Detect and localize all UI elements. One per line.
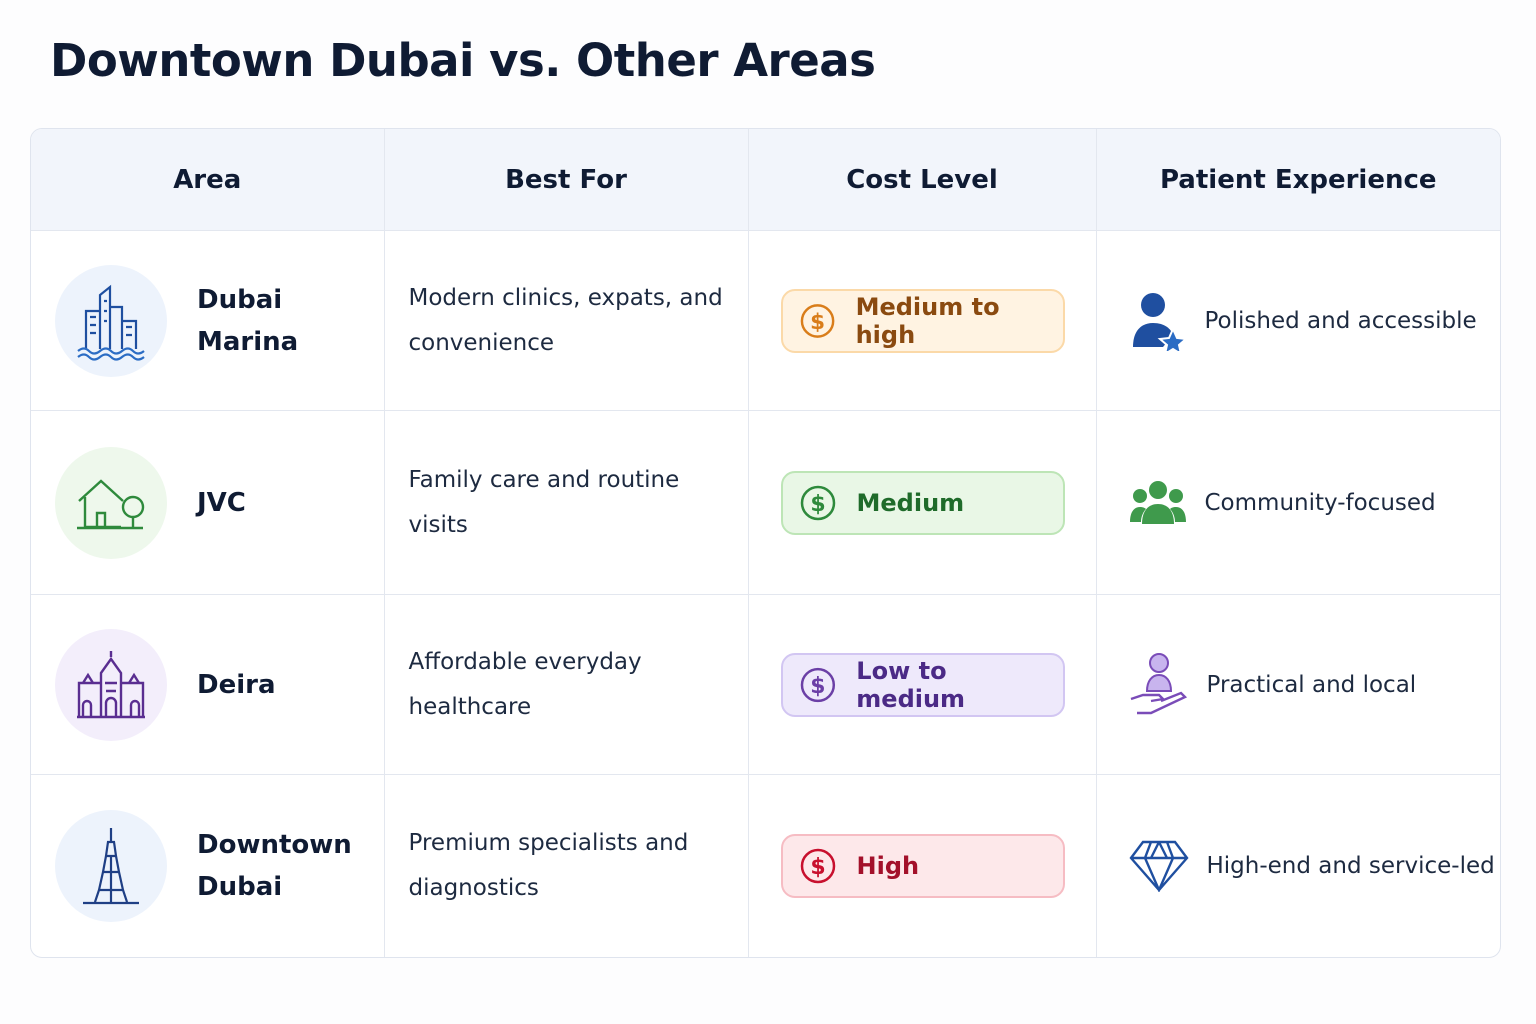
area-name: Dubai Marina (197, 284, 299, 357)
area-name: Downtown Dubai (197, 830, 352, 903)
area-cell: JVC (31, 410, 385, 595)
table: Area Best For Cost Level Patient Experie… (31, 129, 1500, 957)
page-title: Downtown Dubai vs. Other Areas (50, 34, 876, 87)
best-for: Modern clinics, expats, and convenience (383, 230, 749, 411)
table-row: Deira Affordable everyday healthcare $ L… (31, 594, 1500, 775)
best-for: Premium specialists and diagnostics (383, 774, 749, 957)
header-row: Area Best For Cost Level Patient Experie… (31, 129, 1500, 231)
experience-icon (1130, 652, 1187, 714)
area-icon (55, 446, 167, 559)
cost-pill: $ High (780, 834, 1065, 899)
cost-pill: $ Medium (780, 470, 1065, 535)
svg-text:$: $ (810, 855, 825, 880)
table-row: JVC Family care and routine visits $ Med… (31, 410, 1500, 595)
column-header: Cost Level (747, 129, 1097, 231)
experience-icon (1128, 841, 1189, 893)
column-header: Area (31, 129, 385, 231)
area-cell: Dubai Marina (31, 230, 385, 411)
cost-level: Medium (856, 488, 965, 517)
area-cell: Downtown Dubai (31, 774, 385, 957)
experience-icon (1129, 480, 1186, 524)
area-name: Deira (197, 669, 276, 700)
cost-pill: $ Medium to high (780, 288, 1065, 353)
patient-experience: High-end and service-led (1206, 853, 1495, 880)
svg-text:$: $ (810, 492, 825, 517)
experience-icon (1132, 292, 1187, 351)
area-icon (55, 810, 167, 923)
best-for: Family care and routine visits (383, 410, 749, 595)
column-header: Patient Experience (1095, 129, 1500, 231)
patient-experience: Community-focused (1204, 489, 1436, 516)
cost-cell: $ Medium (747, 410, 1097, 595)
dollar-icon: $ (800, 303, 834, 338)
cost-cell: $ Medium to high (747, 230, 1097, 411)
dollar-icon: $ (800, 849, 835, 884)
cost-level: High (856, 852, 920, 881)
dollar-icon: $ (800, 667, 835, 702)
area-name: JVC (197, 487, 246, 518)
experience-cell: Community-focused (1095, 410, 1500, 595)
experience-cell: Practical and local (1095, 594, 1500, 775)
cost-level: Low to medium (856, 656, 966, 713)
svg-text:$: $ (810, 309, 825, 334)
column-header: Best For (383, 129, 749, 231)
best-for: Affordable everyday healthcare (383, 594, 749, 775)
dollar-icon: $ (800, 485, 835, 520)
table-row: Downtown Dubai Premium specialists and d… (31, 774, 1500, 957)
experience-cell: High-end and service-led (1095, 774, 1500, 957)
cost-pill: $ Low to medium (780, 652, 1065, 717)
cost-level: Medium to high (855, 292, 1000, 349)
cost-cell: $ High (747, 774, 1097, 957)
svg-text:$: $ (810, 673, 825, 698)
experience-cell: Polished and accessible (1095, 230, 1500, 411)
table-row: Dubai Marina Modern clinics, expats, and… (31, 230, 1500, 411)
patient-experience: Practical and local (1206, 671, 1417, 698)
patient-experience: Polished and accessible (1204, 307, 1477, 334)
comparison-table: Area Best For Cost Level Patient Experie… (30, 128, 1501, 958)
cost-cell: $ Low to medium (747, 594, 1097, 775)
area-icon (55, 628, 167, 741)
area-cell: Deira (31, 594, 385, 775)
area-icon (55, 264, 167, 377)
